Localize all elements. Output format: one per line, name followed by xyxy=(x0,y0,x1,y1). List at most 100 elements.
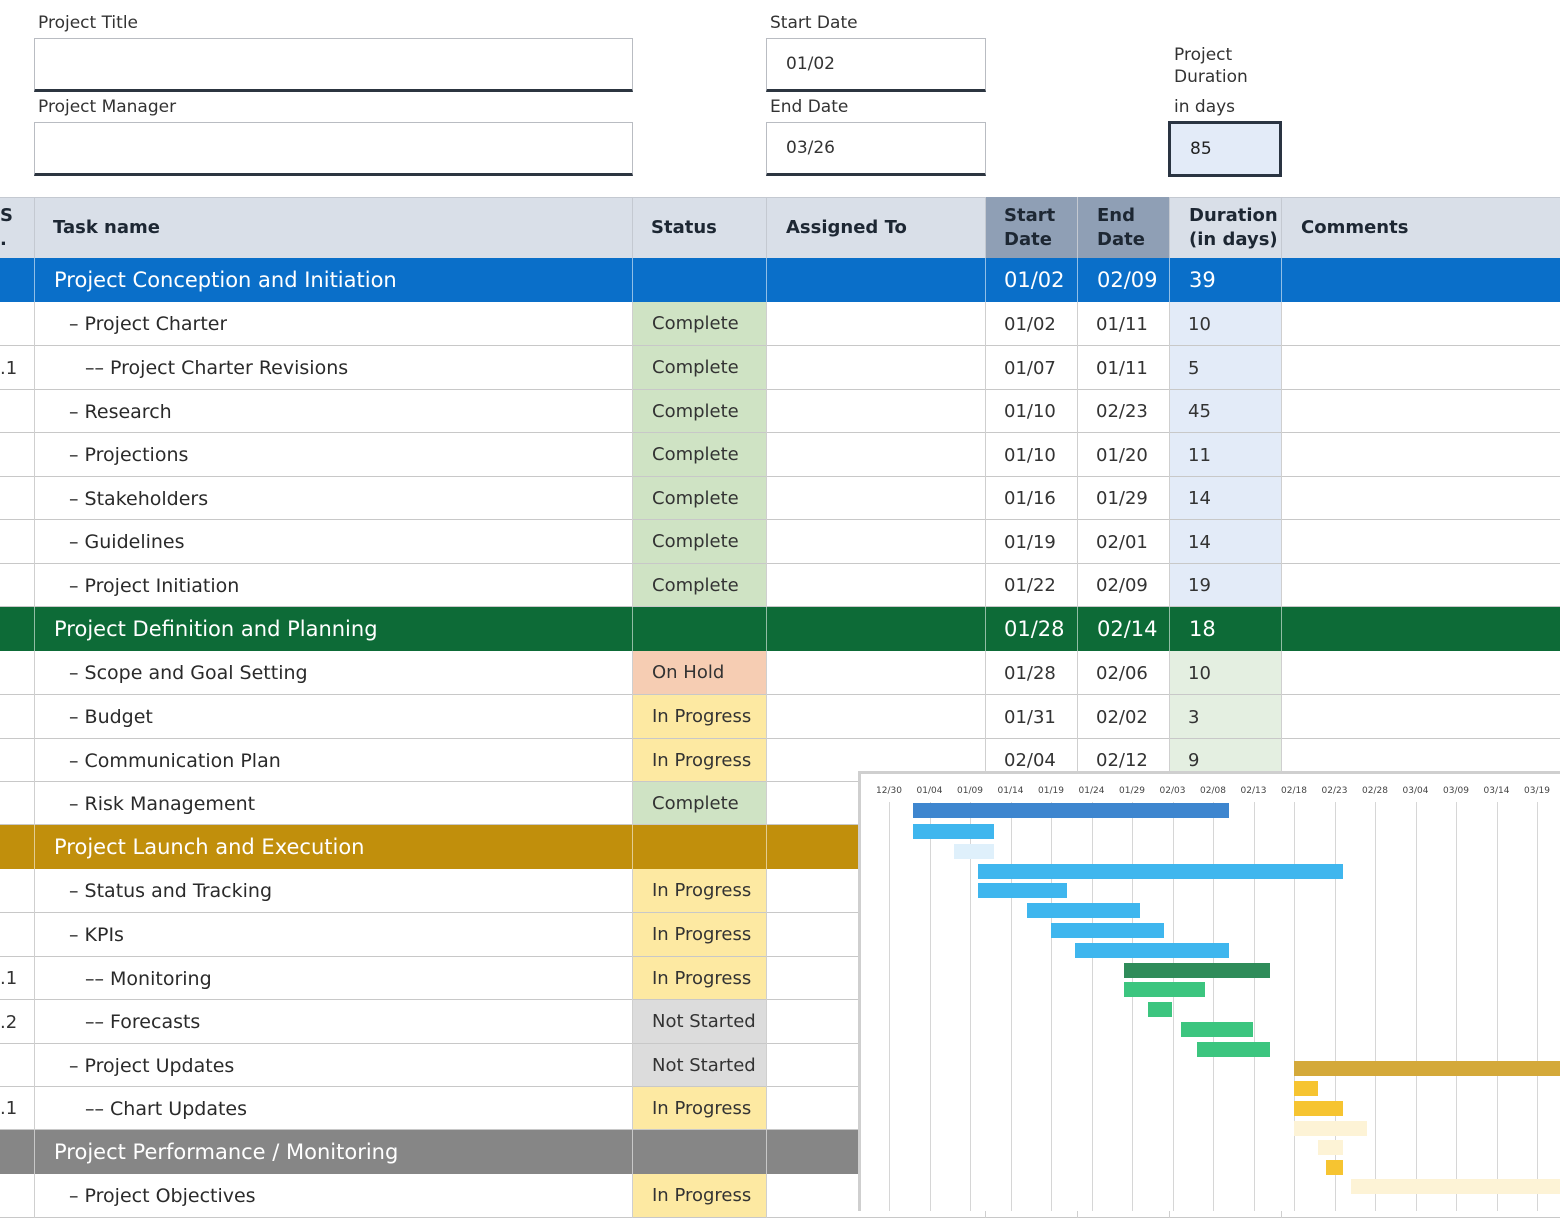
comments-cell[interactable] xyxy=(1281,390,1560,433)
assigned-to-cell[interactable] xyxy=(766,564,985,607)
task-name-cell[interactable]: – Communication Plan xyxy=(69,749,281,772)
assigned-to-cell[interactable] xyxy=(766,477,985,520)
column-divider xyxy=(632,564,633,607)
status-cell[interactable]: Complete xyxy=(632,564,766,606)
end-date-cell[interactable]: 01/20 xyxy=(1096,444,1148,466)
phase-end-date: 02/14 xyxy=(1097,617,1158,641)
status-cell[interactable]: On Hold xyxy=(632,651,766,694)
start-date-cell[interactable]: 01/07 xyxy=(1004,357,1056,379)
end-date-cell[interactable]: 01/11 xyxy=(1096,357,1148,379)
gantt-gridline xyxy=(1132,802,1133,1211)
status-cell[interactable]: Not Started xyxy=(632,1000,766,1043)
column-divider xyxy=(1077,197,1078,258)
duration-cell[interactable]: 9 xyxy=(1188,750,1200,771)
status-cell[interactable]: In Progress xyxy=(632,913,766,956)
task-name-cell[interactable]: – Project Objectives xyxy=(69,1185,256,1207)
status-cell[interactable]: Complete xyxy=(632,346,766,389)
start-date-input[interactable]: 01/02 xyxy=(766,38,986,92)
status-cell[interactable]: Complete xyxy=(632,782,766,824)
assigned-to-cell[interactable] xyxy=(766,390,985,433)
comments-cell[interactable] xyxy=(1281,651,1560,695)
status-cell[interactable]: Complete xyxy=(632,477,766,519)
start-date-cell[interactable]: 01/10 xyxy=(1004,444,1056,466)
duration-cell[interactable]: 14 xyxy=(1188,531,1211,553)
duration-cell-bg xyxy=(1169,564,1281,606)
comments-cell[interactable] xyxy=(1281,433,1560,477)
start-date-cell[interactable]: 01/10 xyxy=(1004,401,1056,422)
comments-cell[interactable] xyxy=(1281,564,1560,607)
assigned-to-cell[interactable] xyxy=(766,433,985,477)
task-name-cell[interactable]: – Project Initiation xyxy=(69,574,240,597)
status-cell[interactable]: In Progress xyxy=(632,1174,766,1217)
end-date-cell[interactable]: 02/23 xyxy=(1096,401,1148,422)
project-title-input[interactable] xyxy=(34,38,633,92)
assigned-to-cell[interactable] xyxy=(766,302,985,346)
task-name-cell[interactable]: – Research xyxy=(69,400,172,423)
start-date-cell[interactable]: 01/16 xyxy=(1004,488,1056,509)
duration-cell[interactable]: 10 xyxy=(1188,662,1211,684)
end-date-cell[interactable]: 02/09 xyxy=(1096,575,1148,596)
task-name-cell[interactable]: – Scope and Goal Setting xyxy=(69,662,308,684)
assigned-to-cell[interactable] xyxy=(766,520,985,564)
project-manager-input[interactable] xyxy=(34,122,633,176)
gantt-bar xyxy=(1294,1101,1343,1116)
end-date-cell[interactable]: 02/06 xyxy=(1096,662,1148,684)
start-date-cell[interactable]: 02/04 xyxy=(1004,750,1056,771)
task-name-cell[interactable]: – Project Charter xyxy=(69,313,228,335)
comments-cell[interactable] xyxy=(1281,520,1560,564)
duration-cell[interactable]: 11 xyxy=(1188,444,1211,466)
status-cell[interactable]: In Progress xyxy=(632,957,766,999)
comments-cell[interactable] xyxy=(1281,477,1560,520)
status-cell[interactable]: Complete xyxy=(632,520,766,563)
end-date-cell[interactable]: 02/02 xyxy=(1096,706,1148,728)
task-name-cell[interactable]: – Risk Management xyxy=(69,792,256,815)
status-cell[interactable]: In Progress xyxy=(632,739,766,781)
task-name-cell[interactable]: – Status and Tracking xyxy=(69,880,273,902)
duration-cell[interactable]: 14 xyxy=(1188,488,1211,509)
status-cell[interactable]: In Progress xyxy=(632,1087,766,1129)
duration-cell[interactable]: 45 xyxy=(1188,401,1211,422)
status-cell[interactable]: Not Started xyxy=(632,1044,766,1086)
start-date-cell[interactable]: 01/22 xyxy=(1004,575,1056,596)
status-cell[interactable]: Complete xyxy=(632,390,766,432)
assigned-to-cell[interactable] xyxy=(766,346,985,390)
duration-cell[interactable]: 3 xyxy=(1188,706,1200,728)
task-name-cell[interactable]: –– Monitoring xyxy=(85,967,212,990)
task-name-cell[interactable]: – Budget xyxy=(69,706,153,728)
comments-cell[interactable] xyxy=(1281,346,1560,390)
task-name-cell[interactable]: – KPIs xyxy=(69,924,124,946)
assigned-to-cell[interactable] xyxy=(766,651,985,695)
column-divider xyxy=(1281,651,1282,695)
task-name-cell[interactable]: – Guidelines xyxy=(69,531,185,553)
duration-cell[interactable]: 19 xyxy=(1188,575,1211,596)
duration-cell[interactable]: 5 xyxy=(1188,357,1200,379)
status-cell[interactable]: In Progress xyxy=(632,869,766,912)
end-date-cell[interactable]: 01/29 xyxy=(1096,488,1148,509)
task-name-cell[interactable]: – Stakeholders xyxy=(69,487,209,510)
task-name-cell[interactable]: – Projections xyxy=(69,444,189,466)
comments-cell[interactable] xyxy=(1281,695,1560,739)
column-divider xyxy=(632,302,633,346)
end-date-cell[interactable]: 02/12 xyxy=(1096,750,1148,771)
comments-cell[interactable] xyxy=(1281,302,1560,346)
task-name-cell[interactable]: –– Chart Updates xyxy=(85,1097,248,1120)
task-name-cell[interactable]: –– Project Charter Revisions xyxy=(85,357,349,379)
duration-cell-bg xyxy=(1169,433,1281,476)
end-date-cell[interactable]: 02/01 xyxy=(1096,531,1148,553)
status-cell[interactable]: Complete xyxy=(632,302,766,345)
assigned-to-cell[interactable] xyxy=(766,695,985,739)
start-date-cell[interactable]: 01/31 xyxy=(1004,706,1056,728)
column-divider xyxy=(985,433,986,477)
end-date-input[interactable]: 03/26 xyxy=(766,122,986,176)
duration-cell[interactable]: 10 xyxy=(1188,313,1211,335)
start-date-cell[interactable]: 01/19 xyxy=(1004,531,1056,553)
status-cell[interactable]: Complete xyxy=(632,433,766,476)
start-date-cell[interactable]: 01/02 xyxy=(1004,313,1056,335)
task-name-cell[interactable]: – Project Updates xyxy=(69,1054,235,1077)
end-date-cell[interactable]: 01/11 xyxy=(1096,313,1148,335)
column-divider xyxy=(34,1130,35,1174)
task-name-cell[interactable]: –– Forecasts xyxy=(85,1011,201,1033)
start-date-cell[interactable]: 01/28 xyxy=(1004,662,1056,684)
status-cell[interactable]: In Progress xyxy=(632,695,766,738)
column-divider xyxy=(1169,302,1170,346)
